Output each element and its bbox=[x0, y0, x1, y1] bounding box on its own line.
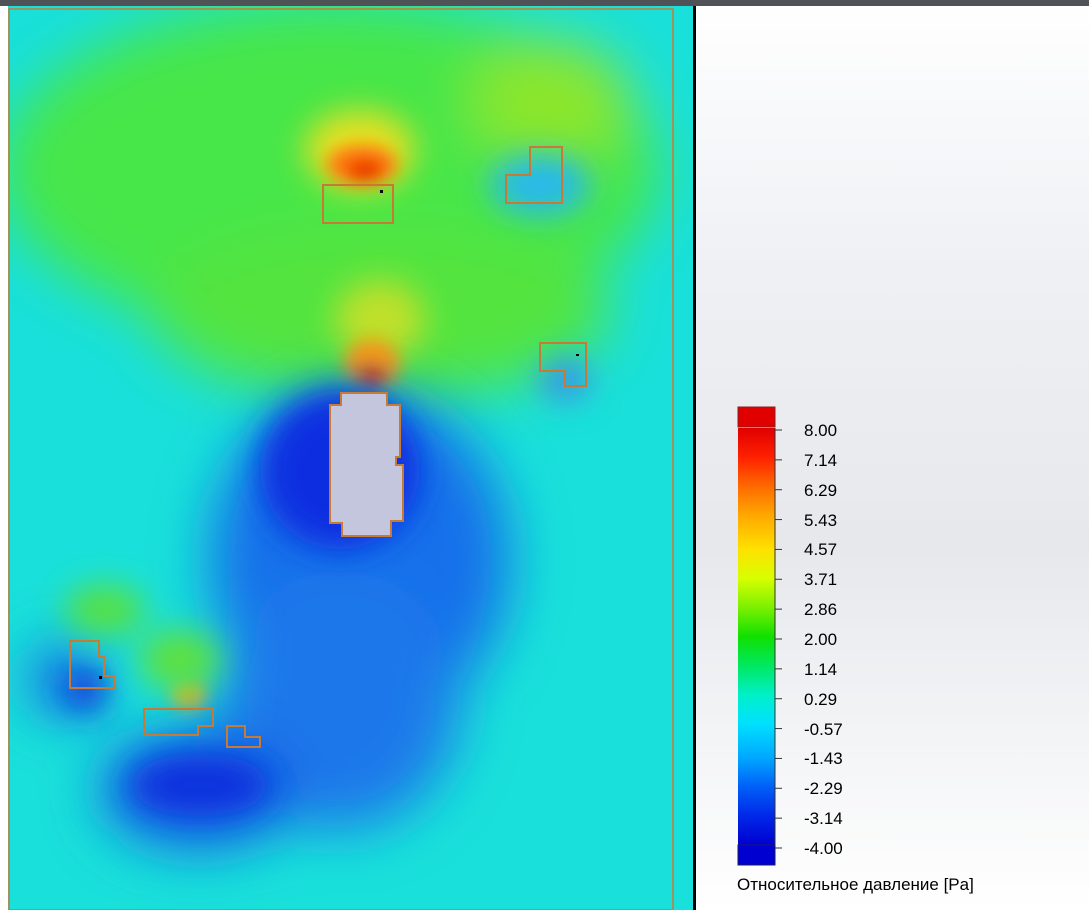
legend-tick-label: 1.14 bbox=[804, 659, 838, 679]
legend-tick-label: -4.00 bbox=[804, 839, 843, 858]
legend-tick-label: -2.29 bbox=[804, 779, 843, 799]
building-outline[interactable] bbox=[322, 184, 394, 224]
legend-tick-label: 3.71 bbox=[804, 570, 838, 590]
legend-tick-label: 8.00 bbox=[804, 421, 838, 440]
legend-tick-label: -1.43 bbox=[804, 749, 843, 769]
legend-tick-label: -3.14 bbox=[804, 809, 843, 829]
legend-tick-label: 7.14 bbox=[804, 450, 838, 470]
main-building[interactable] bbox=[329, 392, 404, 537]
legend-tick-label: 0.29 bbox=[804, 689, 838, 709]
building-outline[interactable] bbox=[69, 640, 115, 689]
viewport-divider bbox=[693, 6, 696, 910]
legend-tick-label: 5.43 bbox=[804, 510, 838, 530]
legend-tick-label: 4.57 bbox=[804, 540, 838, 560]
legend-title: Относительное давление [Pa] bbox=[737, 875, 974, 894]
legend-colorbar bbox=[737, 406, 782, 866]
legend-tick-label: -0.57 bbox=[804, 719, 843, 739]
sensor-marker bbox=[380, 190, 383, 193]
legend-tick-label: 2.00 bbox=[804, 630, 838, 649]
building-outline[interactable] bbox=[539, 342, 587, 387]
legend-tick-label: 2.86 bbox=[804, 600, 838, 620]
sensor-marker bbox=[99, 676, 102, 679]
building-outline[interactable] bbox=[143, 708, 214, 736]
sensor-marker bbox=[576, 354, 579, 356]
domain-boundary bbox=[8, 8, 674, 910]
legend-min-swatch bbox=[737, 844, 776, 866]
building-outline[interactable] bbox=[505, 146, 563, 204]
legend-tick-label: 6.29 bbox=[804, 480, 838, 500]
viewport-left-margin bbox=[0, 6, 8, 910]
legend-max-swatch bbox=[737, 406, 776, 428]
top-toolbar-edge bbox=[0, 0, 1089, 6]
building-outline[interactable] bbox=[226, 725, 261, 748]
legend-gradient bbox=[738, 428, 775, 845]
